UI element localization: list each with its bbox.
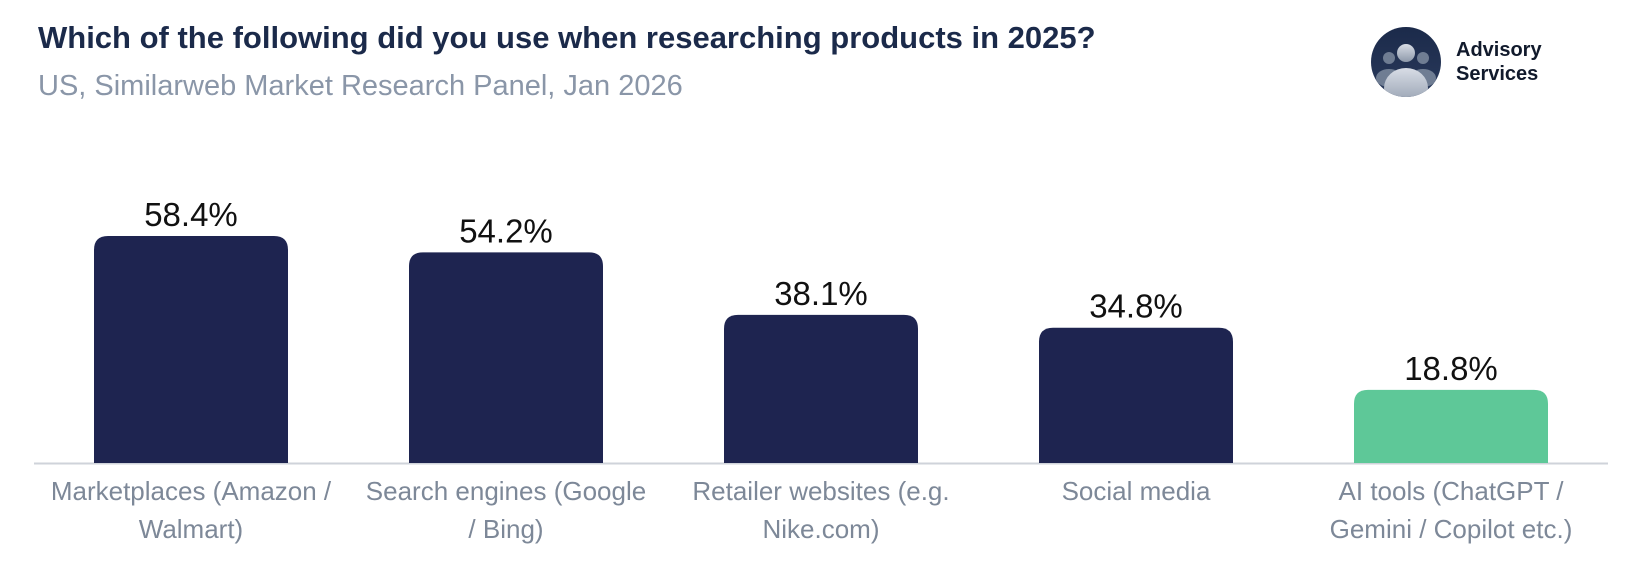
category-label-3-line-1: Retailer websites (e.g. (692, 476, 949, 506)
bar-5 (1354, 389, 1548, 463)
data-label-2: 54.2% (459, 212, 553, 249)
bar-4 (1039, 327, 1233, 463)
category-label-2-line-1: Search engines (Google (366, 476, 646, 506)
category-label-2-line-2: / Bing) (468, 514, 543, 544)
category-label-5-line-2: Gemini / Copilot etc.) (1330, 514, 1573, 544)
advisory-services-logo: Advisory Services (1370, 26, 1542, 98)
brand-line-2: Services (1456, 63, 1539, 85)
data-label-3: 38.1% (774, 275, 868, 312)
category-label-1-line-2: Walmart) (139, 514, 243, 544)
chart-title: Which of the following did you use when … (38, 20, 1096, 55)
people-group-icon (1371, 27, 1441, 97)
category-label-1-line-1: Marketplaces (Amazon / (51, 476, 332, 506)
category-label-5-line-1: AI tools (ChatGPT / (1339, 476, 1565, 506)
data-label-1: 58.4% (144, 196, 238, 233)
bar-2 (409, 252, 603, 463)
bar-1 (94, 236, 288, 463)
category-label-3-line-2: Nike.com) (762, 514, 879, 544)
data-label-5: 18.8% (1404, 350, 1498, 387)
chart-subtitle: US, Similarweb Market Research Panel, Ja… (38, 70, 683, 102)
data-label-4: 34.8% (1089, 288, 1183, 325)
bar-3 (724, 314, 918, 463)
category-label-4: Social media (1062, 476, 1211, 506)
brand-line-1: Advisory (1456, 39, 1542, 61)
